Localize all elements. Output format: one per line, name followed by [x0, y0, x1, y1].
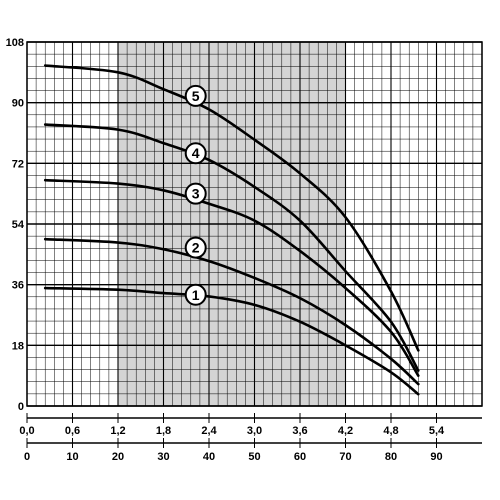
y-tick-label: 36 [12, 280, 24, 292]
series-curve-5 [43, 64, 420, 352]
y-tick-label: 108 [6, 37, 24, 49]
series-label-1: 1 [184, 283, 207, 306]
x-top-tick-label: 2,4 [201, 425, 217, 437]
x-bottom-tick-label: 10 [66, 451, 78, 463]
series-curve-2 [43, 237, 420, 386]
x-top-tick-label: 4,2 [338, 425, 353, 437]
series-label-text: 2 [192, 240, 200, 256]
series-curve-3 [43, 178, 420, 377]
x-bottom-tick-label: 70 [339, 451, 351, 463]
y-tick-label: 54 [12, 219, 25, 231]
x-bottom-tick-label: 60 [294, 451, 306, 463]
series-label-circle [184, 283, 207, 306]
x-top-tick-label: 3,6 [292, 425, 307, 437]
y-tick-label: 18 [12, 340, 24, 352]
x-bottom-tick-label: 90 [430, 451, 442, 463]
x-top-tick-label: 0,6 [65, 425, 80, 437]
series-label-text: 3 [192, 186, 200, 202]
x-top-tick-label: 5,4 [429, 425, 445, 437]
x-bottom-tick-label: 20 [112, 451, 124, 463]
x-bottom-tick-label: 30 [157, 451, 169, 463]
x-bottom-tick-label: 0 [24, 451, 30, 463]
series-label-text: 1 [192, 287, 200, 303]
series-curve-4 [43, 123, 420, 372]
x-top-tick-label: 3,0 [247, 425, 262, 437]
x-top-tick-label: 0,0 [19, 425, 34, 437]
y-tick-label: 90 [12, 98, 24, 110]
x-top-tick-label: 1,2 [110, 425, 125, 437]
series-label-3: 3 [184, 182, 207, 205]
y-tick-label: 0 [18, 401, 24, 413]
x-top-tick-label: 1,8 [156, 425, 171, 437]
series-label-circle [184, 236, 207, 259]
series-label-text: 5 [192, 88, 200, 104]
x-bottom-tick-label: 50 [248, 451, 260, 463]
y-tick-label: 72 [12, 158, 24, 170]
series-label-circle [184, 142, 207, 165]
series-curve-1 [43, 286, 420, 396]
plot-frame [26, 41, 483, 407]
series-label-2: 2 [184, 236, 207, 259]
x-bottom-tick-label: 40 [203, 451, 215, 463]
x-top-tick-label: 4,8 [383, 425, 398, 437]
series-label-text: 4 [192, 145, 200, 161]
series-label-5: 5 [184, 84, 207, 107]
x-bottom-tick-label: 80 [385, 451, 397, 463]
series-label-circle [184, 182, 207, 205]
series-label-circle [184, 84, 207, 107]
series-label-4: 4 [184, 142, 207, 165]
